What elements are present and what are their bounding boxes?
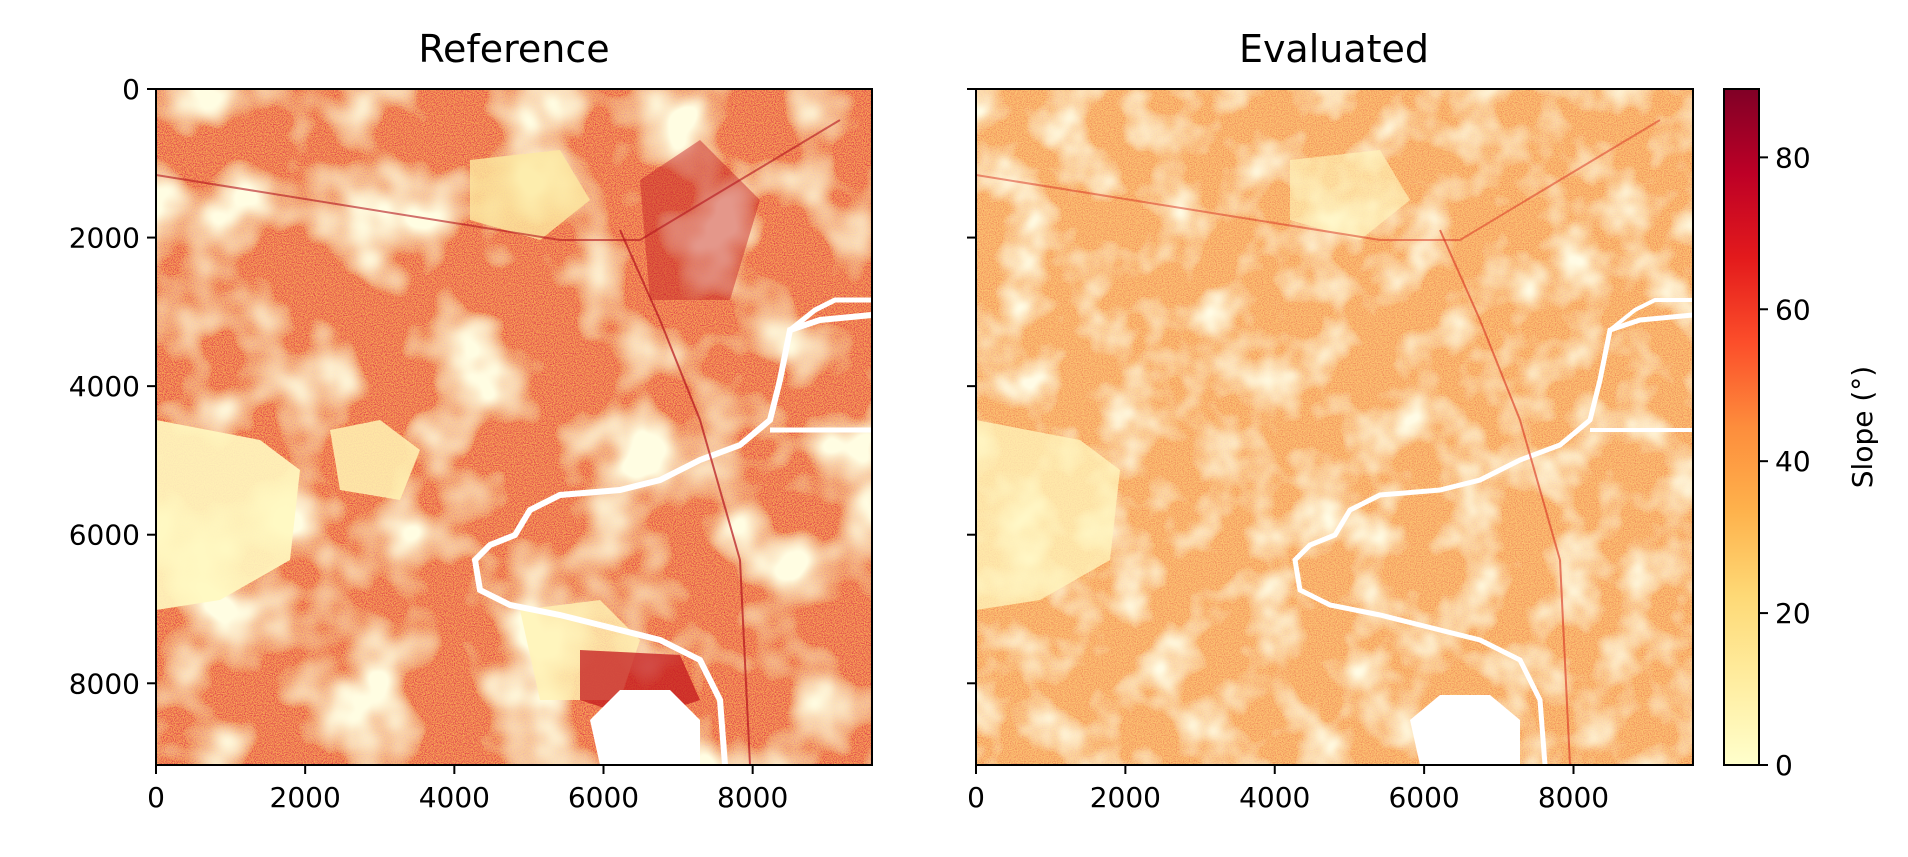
evaluated-x-tick-label: 8000 [1538, 781, 1609, 814]
evaluated-x-axis: 0 2000 4000 6000 8000 [967, 765, 1609, 814]
reference-y-tick-label: 2000 [69, 222, 140, 255]
reference-y-axis: 0 2000 4000 6000 8000 [69, 73, 156, 700]
reference-steep-area [640, 140, 760, 300]
colorbar-tick-label: 20 [1775, 597, 1811, 630]
evaluated-panel: Evaluated 0 2000 4000 6000 8000 [967, 27, 1694, 814]
reference-image [156, 89, 872, 765]
reference-y-tick-label: 0 [122, 73, 140, 106]
reference-flat-area [470, 150, 590, 240]
reference-x-axis: 0 2000 4000 6000 8000 [147, 765, 788, 814]
evaluated-rail [1439, 229, 1571, 765]
colorbar-tick-label: 0 [1775, 749, 1793, 782]
colorbar-tick-label: 40 [1775, 445, 1811, 478]
reference-title: Reference [418, 27, 609, 71]
evaluated-rail [976, 119, 1661, 241]
reference-panel: Reference 0 2000 4000 6000 8000 0 2000 4000 600… [69, 27, 873, 814]
colorbar-tick-label: 80 [1775, 141, 1811, 174]
evaluated-x-tick-label: 6000 [1388, 781, 1459, 814]
evaluated-axes-frame [975, 88, 1694, 766]
reference-axes-frame [155, 88, 873, 766]
reference-x-tick-label: 4000 [419, 781, 490, 814]
evaluated-lake [1410, 695, 1520, 765]
evaluated-y-axis [967, 88, 976, 685]
reference-x-tick-label: 0 [147, 781, 165, 814]
evaluated-x-tick-label: 4000 [1239, 781, 1310, 814]
reference-rail [619, 229, 751, 765]
evaluated-river-branch [1608, 298, 1693, 332]
evaluated-x-tick-label: 2000 [1090, 781, 1161, 814]
colorbar-label: Slope (°) [1846, 366, 1879, 488]
reference-x-tick-label: 8000 [717, 781, 788, 814]
reference-y-tick-label: 6000 [69, 519, 140, 552]
reference-y-tick-label: 8000 [69, 667, 140, 700]
reference-x-tick-label: 6000 [568, 781, 639, 814]
colorbar: 0 20 40 60 80 Slope (°) [1723, 88, 1879, 782]
evaluated-title: Evaluated [1239, 27, 1429, 71]
evaluated-flat-area [976, 420, 1120, 610]
evaluated-x-tick-label: 0 [967, 781, 985, 814]
reference-river-branch [788, 297, 872, 332]
reference-x-tick-label: 2000 [270, 781, 341, 814]
reference-river [471, 312, 872, 765]
colorbar-gradient [1723, 88, 1760, 766]
reference-flat-area [156, 420, 300, 610]
evaluated-flat-area [1290, 150, 1410, 240]
colorbar-ticks: 0 20 40 60 80 [1759, 141, 1811, 782]
evaluated-image [976, 89, 1693, 765]
reference-flat-area [330, 420, 420, 500]
reference-rail [156, 119, 841, 241]
reference-lake [590, 690, 700, 765]
evaluated-river [1292, 312, 1693, 765]
colorbar-tick-label: 60 [1775, 293, 1811, 326]
reference-y-tick-label: 4000 [69, 370, 140, 403]
